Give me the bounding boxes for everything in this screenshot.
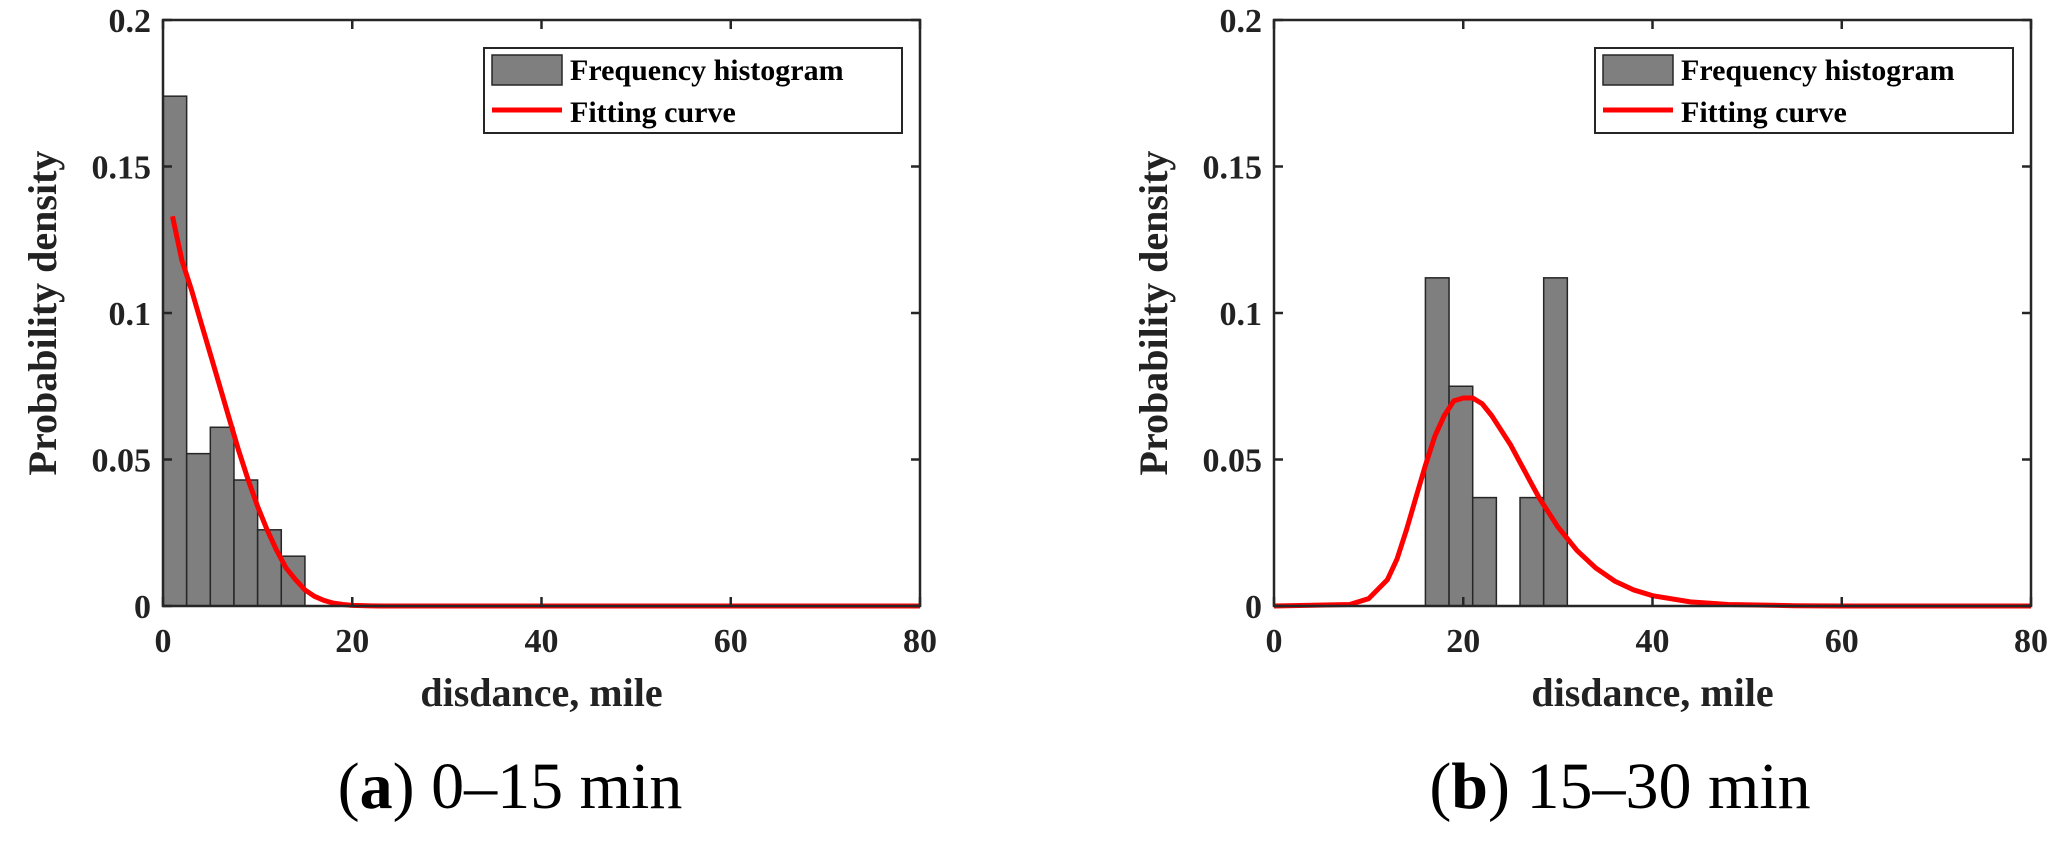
caption-open-paren: ( [338, 750, 360, 823]
y-tick-label: 0 [134, 589, 151, 626]
legend: Frequency histogram Fitting curve [483, 47, 903, 134]
y-axis-label: Probability density [20, 151, 65, 476]
histogram-bar [209, 426, 235, 607]
histogram-bar [1424, 277, 1450, 607]
y-tick-label: 0.1 [1220, 296, 1263, 333]
y-tick-label: 0.05 [1203, 443, 1263, 480]
y-tick-label: 0.15 [92, 150, 152, 187]
legend-label-curve: Fitting curve [1681, 96, 1847, 129]
caption-open-paren: ( [1429, 750, 1451, 823]
histogram-bars [162, 95, 306, 607]
caption-close-paren: ) [393, 750, 415, 823]
histogram-bars [1424, 277, 1569, 607]
x-axis-label: disdance, mile [420, 670, 662, 715]
x-tick-label: 60 [714, 623, 748, 660]
x-tick-label: 20 [1446, 623, 1480, 660]
legend-swatch-histogram [491, 54, 563, 86]
legend-label-curve: Fitting curve [570, 96, 736, 129]
x-tick-label: 20 [335, 623, 369, 660]
x-tick-label: 40 [525, 623, 559, 660]
x-axis-label: disdance, mile [1531, 670, 1773, 715]
x-tick-label: 80 [2014, 623, 2048, 660]
x-tick-label: 60 [1825, 623, 1859, 660]
caption-text: 0–15 min [415, 750, 683, 823]
y-tick-label: 0.1 [109, 296, 152, 333]
y-tick-label: 0.05 [92, 443, 152, 480]
histogram-bar [185, 452, 212, 607]
histogram-bar [256, 529, 283, 607]
x-tick-label: 0 [1266, 623, 1283, 660]
histogram-bar [1448, 385, 1474, 607]
legend: Frequency histogram Fitting curve [1594, 47, 2014, 134]
histogram-bar [1471, 496, 1498, 607]
y-tick-label: 0 [1245, 589, 1262, 626]
x-tick-label: 0 [155, 623, 172, 660]
y-tick-label: 0.2 [109, 3, 152, 40]
x-tick-label: 80 [903, 623, 937, 660]
panel-caption: (a) 0–15 min [338, 750, 683, 823]
caption-close-paren: ) [1488, 750, 1510, 823]
histogram-bar [1542, 277, 1569, 607]
axis-ticks: 0 20 40 60 80 0 0.05 0.1 0.15 0.2 [1203, 3, 2049, 660]
y-axis-label: Probability density [1131, 151, 1176, 476]
y-tick-label: 0.2 [1220, 3, 1263, 40]
legend-label-histogram: Frequency histogram [1681, 54, 1955, 87]
histogram-bar [162, 95, 188, 607]
x-tick-label: 40 [1636, 623, 1670, 660]
caption-letter: b [1451, 750, 1488, 823]
legend-swatch-histogram [1602, 54, 1674, 86]
y-tick-label: 0.15 [1203, 150, 1263, 187]
histogram-bar [1519, 496, 1545, 607]
fitting-curve-line [1273, 395, 2031, 609]
caption-text: 15–30 min [1510, 750, 1811, 823]
caption-letter: a [360, 750, 393, 823]
panel-caption: (b) 15–30 min [1429, 750, 1810, 823]
legend-label-histogram: Frequency histogram [570, 54, 844, 87]
axis-ticks: 0 20 40 60 80 0 0.05 0.1 0.15 0.2 [92, 3, 938, 660]
